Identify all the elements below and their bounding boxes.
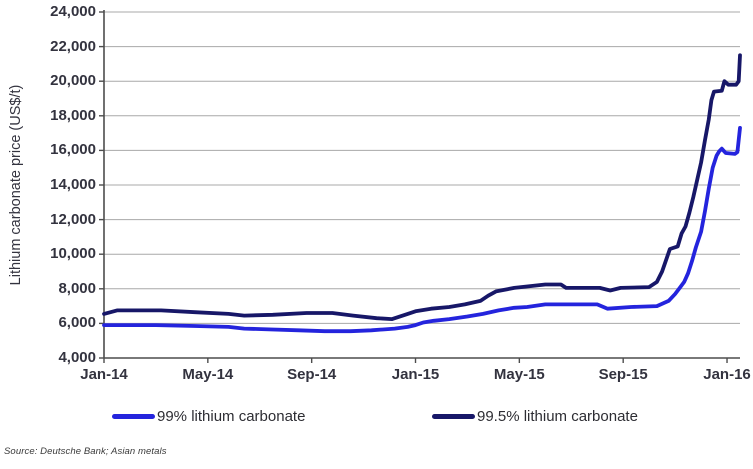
source-note: Source: Deutsche Bank; Asian metals xyxy=(4,446,167,457)
legend-line-99-icon xyxy=(112,414,155,419)
x-tick-label: Sep-14 xyxy=(287,366,337,383)
y-tick-label: 4,000 xyxy=(58,349,96,366)
y-tick-label: 20,000 xyxy=(50,72,96,90)
y-tick-label: 14,000 xyxy=(50,176,96,193)
x-tick-label: May-15 xyxy=(493,366,545,383)
legend-label-99-5: 99.5% lithium carbonate xyxy=(477,408,638,425)
series-line-1 xyxy=(102,53,742,322)
legend-label-99: 99% lithium carbonate xyxy=(157,408,306,425)
x-tick-label: Jan-14 xyxy=(80,366,128,383)
y-tick-label: 10,000 xyxy=(50,245,96,263)
y-tick-label: 18,000 xyxy=(50,106,96,124)
y-tick-label: 22,000 xyxy=(50,37,96,55)
y-tick-label: 12,000 xyxy=(50,210,96,228)
x-tick-label: May-14 xyxy=(182,366,234,383)
y-tick-label: 8,000 xyxy=(58,279,96,297)
x-tick-label: Jan-16 xyxy=(703,366,751,383)
y-tick-label: 16,000 xyxy=(50,141,96,159)
legend-item-99-lithium-carbonate: 99% lithium carbonate xyxy=(112,408,305,425)
y-tick-label: 24,000 xyxy=(50,3,96,20)
x-tick-label: Jan-15 xyxy=(391,366,440,383)
y-tick-label: 6,000 xyxy=(58,314,96,332)
legend-item-99-5-lithium-carbonate: 99.5% lithium carbonate xyxy=(432,408,638,425)
series-line-0 xyxy=(102,126,742,334)
legend-line-99-5-icon xyxy=(432,414,475,419)
x-tick-label: Sep-15 xyxy=(598,366,648,383)
